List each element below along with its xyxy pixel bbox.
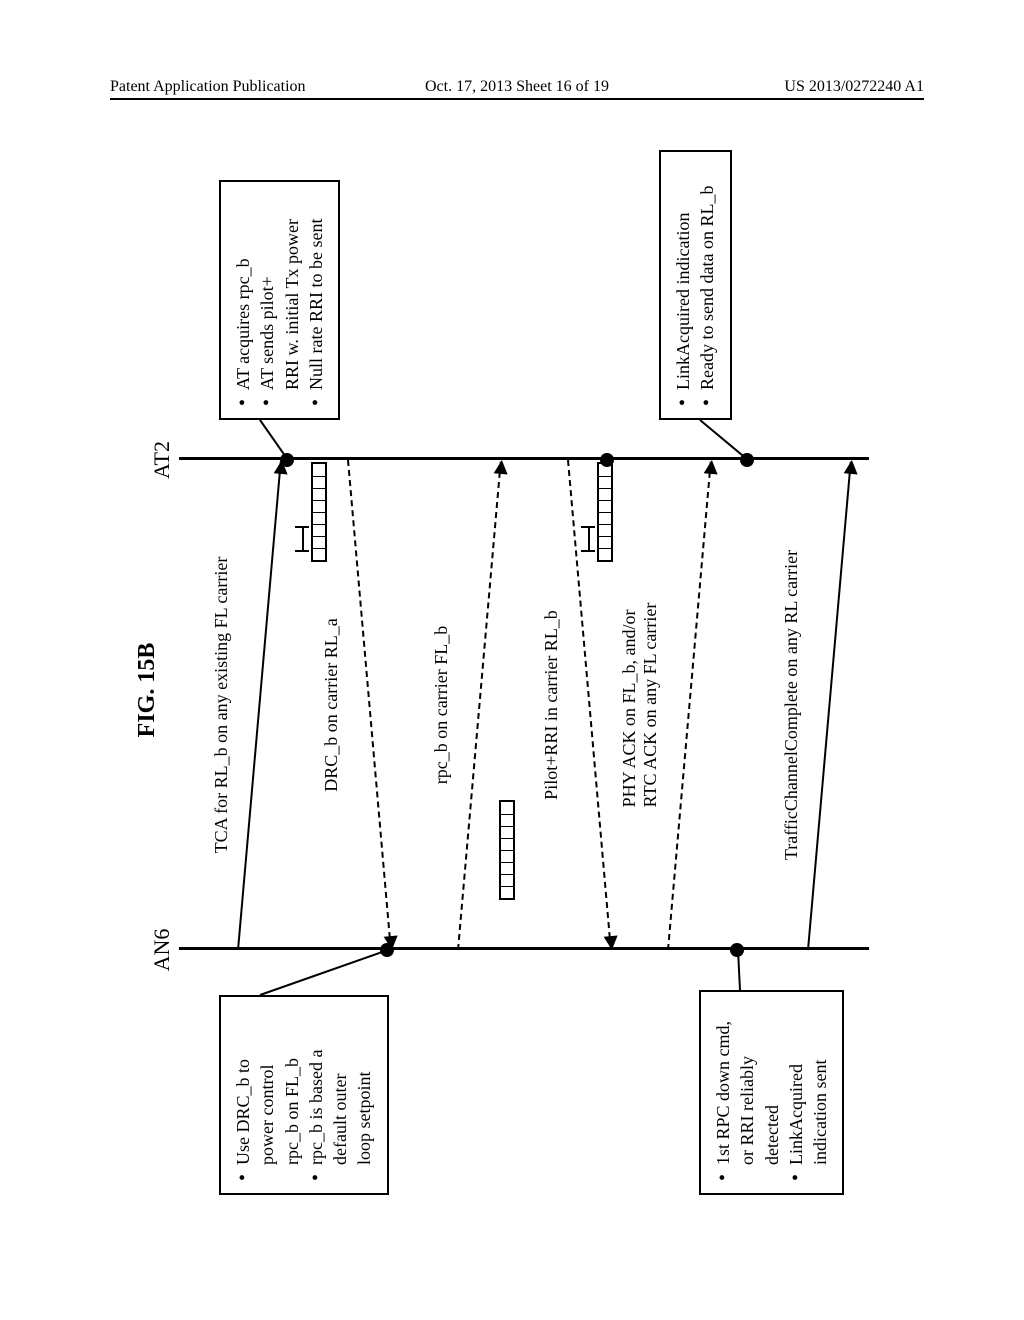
callout-line: rpc_b is based a bbox=[304, 1009, 328, 1181]
slot-cell bbox=[313, 488, 325, 500]
slot-strip bbox=[311, 462, 327, 562]
slot-cell bbox=[501, 862, 513, 874]
figure-title: FIG. 15B bbox=[134, 220, 161, 1160]
slot-cell bbox=[599, 464, 611, 476]
figure: FIG. 15B AN6AT2TCA for RL_b on any exist… bbox=[134, 220, 890, 1160]
callout-an-top: Use DRC_b topower controlrpc_b on FL_brp… bbox=[219, 995, 389, 1195]
callout-line: indication sent bbox=[808, 1004, 832, 1181]
slot-cell bbox=[599, 500, 611, 512]
callout-line: or RRI reliably bbox=[735, 1004, 759, 1181]
slot-cell bbox=[313, 464, 325, 476]
slot-cell bbox=[599, 512, 611, 524]
callout-pointer bbox=[259, 419, 289, 460]
message-arrow bbox=[667, 462, 712, 950]
slot-cell bbox=[501, 838, 513, 850]
page-header: Patent Application Publication Oct. 17, … bbox=[110, 78, 924, 100]
sequence-diagram: AN6AT2TCA for RL_b on any existing FL ca… bbox=[179, 220, 879, 1160]
slot-cell bbox=[313, 536, 325, 548]
message-label: rpc_b on carrier FL_b bbox=[431, 626, 452, 784]
slot-cell bbox=[313, 476, 325, 488]
callout-line: Use DRC_b to bbox=[231, 1009, 255, 1181]
callout-line: Null rate RRI to be sent bbox=[304, 194, 328, 406]
lifeline-an bbox=[179, 947, 869, 950]
slot-cell bbox=[599, 476, 611, 488]
callout-line: LinkAcquired bbox=[784, 1004, 808, 1181]
callout-line: RRI w. initial Tx power bbox=[280, 194, 304, 406]
lifeline-label-at: AT2 bbox=[149, 441, 175, 479]
callout-line: rpc_b on FL_b bbox=[280, 1009, 304, 1181]
slot-cell bbox=[599, 536, 611, 548]
lifeline-label-an: AN6 bbox=[149, 929, 175, 972]
callout-line: LinkAcquired indication bbox=[671, 164, 695, 406]
measure-bracket bbox=[581, 526, 595, 552]
message-label: Pilot+RRI in carrier RL_b bbox=[541, 610, 562, 800]
callout-pointer bbox=[699, 419, 748, 461]
callout-at-top: AT acquires rpc_bAT sends pilot+RRI w. i… bbox=[219, 180, 340, 420]
callout-line: 1st RPC down cmd, bbox=[711, 1004, 735, 1181]
slot-cell bbox=[501, 814, 513, 826]
callout-line: default outer bbox=[328, 1009, 352, 1181]
message-arrow bbox=[347, 460, 392, 948]
callout-line: loop setpoint bbox=[352, 1009, 376, 1181]
slot-strip bbox=[597, 462, 613, 562]
measure-bracket bbox=[295, 526, 309, 552]
callout-line: AT acquires rpc_b bbox=[231, 194, 255, 406]
slot-cell bbox=[313, 524, 325, 536]
header-mid: Oct. 17, 2013 Sheet 16 of 19 bbox=[381, 78, 652, 96]
slot-cell bbox=[599, 524, 611, 536]
message-label: TCA for RL_b on any existing FL carrier bbox=[211, 557, 232, 854]
message-label: TrafficChannelComplete on any RL carrier bbox=[781, 550, 802, 860]
figure-area: FIG. 15B AN6AT2TCA for RL_b on any exist… bbox=[100, 200, 924, 1180]
slot-cell bbox=[599, 548, 611, 560]
message-arrow bbox=[457, 462, 502, 950]
message-arrow bbox=[237, 462, 282, 950]
slot-cell bbox=[313, 512, 325, 524]
header-right: US 2013/0272240 A1 bbox=[653, 78, 924, 96]
arrowhead-icon bbox=[604, 935, 619, 950]
arrowhead-icon bbox=[494, 459, 509, 474]
callout-line: power control bbox=[255, 1009, 279, 1181]
slot-cell bbox=[501, 826, 513, 838]
slot-cell bbox=[501, 802, 513, 814]
callout-line: detected bbox=[760, 1004, 784, 1181]
message-arrow bbox=[807, 462, 852, 950]
slot-cell bbox=[599, 488, 611, 500]
message-label: DRC_b on carrier RL_a bbox=[321, 618, 342, 791]
slot-cell bbox=[501, 850, 513, 862]
arrowhead-icon bbox=[704, 459, 719, 474]
slot-cell bbox=[313, 548, 325, 560]
slot-cell bbox=[501, 874, 513, 886]
slot-strip bbox=[499, 800, 515, 900]
header-left: Patent Application Publication bbox=[110, 78, 381, 96]
slot-cell bbox=[313, 500, 325, 512]
callout-an-bottom: 1st RPC down cmd,or RRI reliablydetected… bbox=[699, 990, 844, 1195]
callout-at-bottom: LinkAcquired indicationReady to send dat… bbox=[659, 150, 732, 420]
callout-line: Ready to send data on RL_b bbox=[695, 164, 719, 406]
callout-line: AT sends pilot+ bbox=[255, 194, 279, 406]
callout-pointer bbox=[260, 949, 389, 996]
slot-cell bbox=[501, 886, 513, 898]
arrowhead-icon bbox=[844, 459, 859, 474]
message-label: PHY ACK on FL_b, and/orRTC ACK on any FL… bbox=[619, 603, 661, 808]
